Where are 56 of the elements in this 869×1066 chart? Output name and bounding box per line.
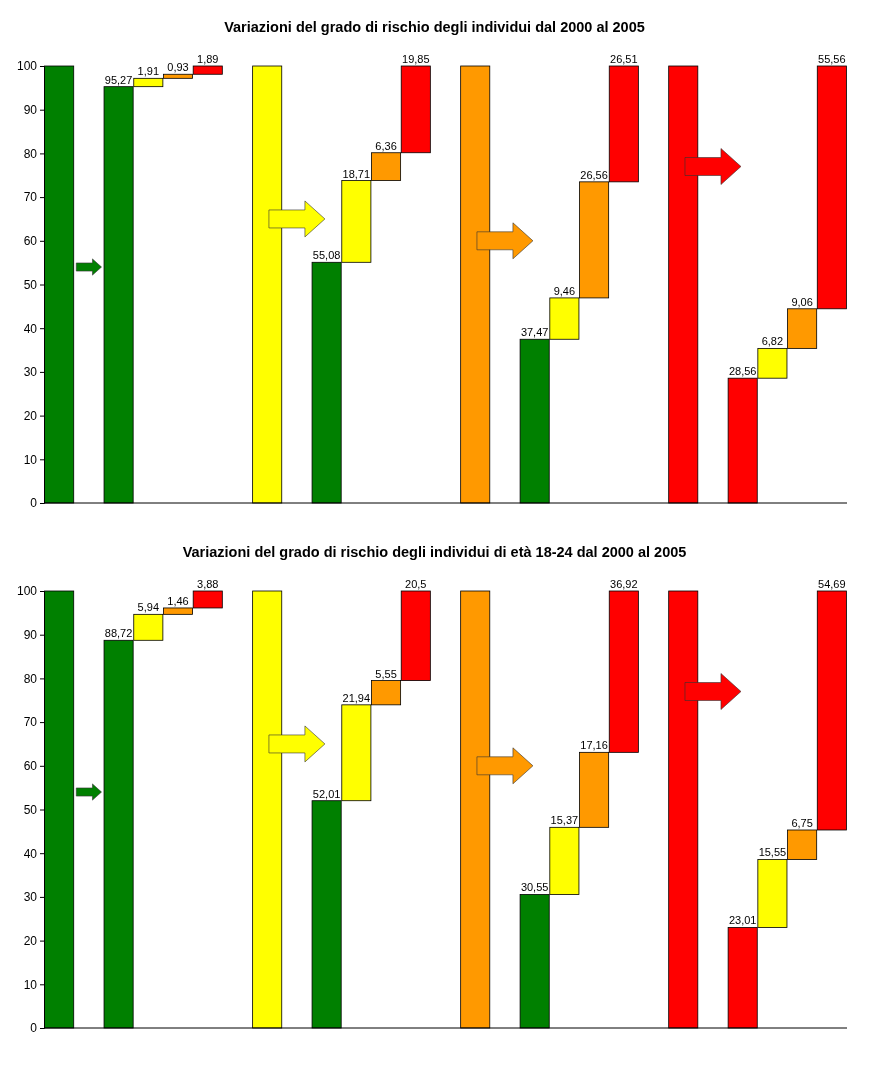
data-label: 0,93 (167, 61, 189, 74)
data-label: 52,01 (312, 787, 341, 800)
y-tick-label: 0 (30, 1021, 38, 1036)
y-tick-label: 40 (23, 321, 38, 336)
y-tick-label: 80 (23, 671, 38, 686)
data-label: 54,69 (818, 578, 846, 590)
data-label: 9,06 (791, 295, 813, 308)
data-label: 5,55 (375, 667, 397, 680)
y-tick-label: 90 (23, 628, 38, 643)
data-label: 6,75 (791, 817, 813, 829)
y-tick-label: 60 (23, 759, 38, 774)
y-tick-label: 30 (23, 890, 38, 905)
data-label: 5,94 (137, 601, 160, 614)
data-label: 1,91 (137, 65, 160, 78)
data-label: 26,56 (580, 168, 608, 181)
data-label: 15,55 (758, 846, 787, 859)
data-label: 88,72 (104, 627, 133, 640)
data-label: 6,36 (375, 139, 397, 152)
data-label: 37,47 (520, 326, 549, 339)
data-label: 95,27 (104, 73, 133, 86)
data-label: 55,08 (312, 249, 341, 262)
data-label: 3,88 (197, 578, 219, 590)
y-tick-label: 20 (23, 933, 38, 948)
y-tick-label: 50 (23, 802, 38, 817)
data-label: 1,46 (167, 594, 189, 607)
data-label: 18,71 (342, 167, 371, 180)
y-tick-label: 60 (23, 234, 38, 249)
chart-title: Variazioni del grado di rischio degli individui dal 2000 al 2005 (224, 19, 645, 35)
data-label: 1,89 (197, 53, 219, 65)
y-tick-label: 20 (23, 408, 38, 423)
data-label: 36,92 (610, 578, 638, 590)
data-label: 19,85 (402, 53, 430, 65)
data-label: 26,51 (610, 53, 638, 65)
data-label: 9,46 (553, 284, 576, 297)
y-tick-label: 70 (23, 190, 38, 205)
data-label: 6,82 (761, 335, 784, 348)
y-tick-label: 90 (23, 103, 38, 118)
y-tick-label: 100 (16, 584, 38, 599)
y-tick-label: 10 (23, 452, 38, 467)
y-tick-label: 50 (23, 277, 38, 292)
data-label: 23,01 (728, 914, 757, 927)
y-tick-label: 0 (30, 496, 38, 511)
y-tick-label: 100 (16, 59, 38, 74)
data-label: 20,5 (405, 578, 427, 590)
data-label: 28,56 (728, 365, 757, 378)
data-label: 17,16 (580, 739, 608, 752)
data-label: 21,94 (342, 691, 371, 704)
data-label: 15,37 (550, 814, 579, 827)
chart-title: Variazioni del grado di rischio degli individui di età 18-24 dal 2000 al 2005 (182, 544, 687, 560)
data-label: 55,56 (818, 53, 846, 65)
y-tick-label: 80 (23, 146, 38, 161)
y-tick-label: 70 (23, 715, 38, 730)
data-label: 30,55 (520, 881, 549, 894)
y-tick-label: 40 (23, 846, 38, 861)
y-tick-label: 30 (23, 365, 38, 380)
y-tick-label: 10 (23, 977, 38, 992)
